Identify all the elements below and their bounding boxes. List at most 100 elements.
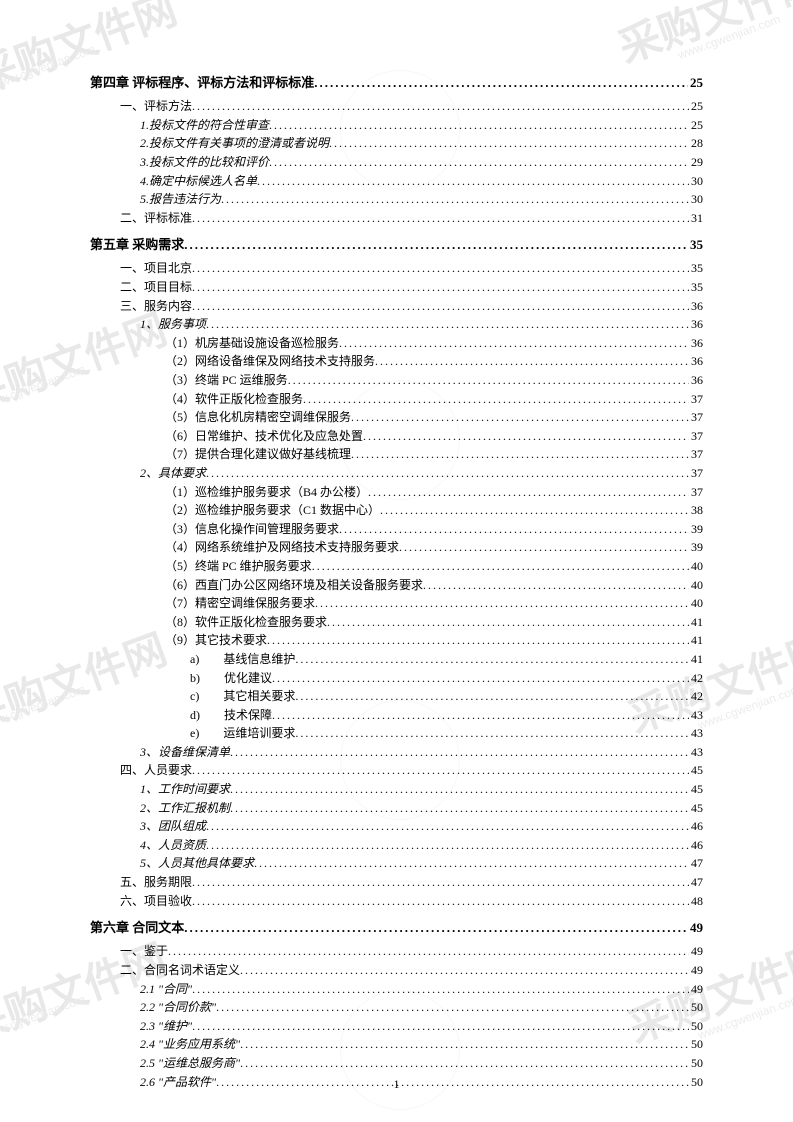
toc-line: 1、工作时间要求45 bbox=[90, 780, 703, 799]
toc-line: 2.4 "业务应用系统"50 bbox=[90, 1035, 703, 1054]
toc-page: 47 bbox=[689, 854, 703, 873]
toc-label: 五、服务期限 bbox=[120, 873, 192, 892]
toc-label: 3、团队组成 bbox=[140, 817, 206, 836]
toc-page: 40 bbox=[689, 576, 703, 595]
toc-dots bbox=[216, 1073, 689, 1092]
toc-line: 六、项目验收48 bbox=[90, 892, 703, 911]
toc-page: 45 bbox=[689, 799, 703, 818]
toc-label: 2.1 "合同" bbox=[140, 980, 192, 999]
toc-dots bbox=[339, 520, 689, 539]
toc-dots bbox=[303, 390, 689, 409]
toc-dots bbox=[423, 576, 689, 595]
toc-label: 四、人员要求 bbox=[120, 761, 192, 780]
toc-page: 45 bbox=[689, 780, 703, 799]
toc-label: 2.6 "产品软件" bbox=[140, 1073, 216, 1092]
toc-line: 一、鉴于49 bbox=[90, 942, 703, 961]
toc-label: （3）信息化操作间管理服务要求 bbox=[165, 520, 339, 539]
toc-page: 37 bbox=[689, 445, 703, 464]
toc-label: 第六章 合同文本 bbox=[90, 918, 184, 938]
toc-dots bbox=[315, 594, 689, 613]
toc-dots bbox=[221, 190, 689, 209]
toc-line: 4.确定中标候选人名单30 bbox=[90, 172, 703, 191]
toc-dots bbox=[206, 836, 689, 855]
toc-dots bbox=[272, 669, 689, 688]
toc-line: （7）精密空调维保服务要求40 bbox=[90, 594, 703, 613]
toc-dots bbox=[184, 918, 688, 938]
toc-page: 42 bbox=[689, 669, 703, 688]
toc-line: （4）软件正版化检查服务37 bbox=[90, 390, 703, 409]
toc-page: 43 bbox=[689, 743, 703, 762]
toc-line: e) 运维培训要求43 bbox=[90, 724, 703, 743]
toc-label: 3、设备维保清单 bbox=[140, 743, 230, 762]
toc-line: 第四章 评标程序、评标方法和评标标准25 bbox=[90, 73, 703, 93]
toc-line: 2.投标文件有关事项的澄清或者说明28 bbox=[90, 134, 703, 153]
toc-dots bbox=[380, 501, 689, 520]
toc-line: 2.1 "合同" 49 bbox=[90, 980, 703, 999]
toc-label: 三、服务内容 bbox=[120, 297, 192, 316]
toc-label: （9）其它技术要求 bbox=[165, 631, 267, 650]
toc-line: b) 优化建议42 bbox=[90, 669, 703, 688]
toc-dots bbox=[368, 483, 689, 502]
toc-line: 四、人员要求 45 bbox=[90, 761, 703, 780]
toc-dots bbox=[192, 980, 689, 999]
toc-page: 37 bbox=[689, 427, 703, 446]
toc-page: 37 bbox=[689, 483, 703, 502]
watermark-url: www.cgwenjian.com bbox=[696, 992, 793, 1042]
watermark-url: www.cgwenjian.com bbox=[0, 992, 87, 1042]
toc-dots bbox=[192, 892, 689, 911]
toc-line: （3）终端 PC 运维服务36 bbox=[90, 371, 703, 390]
toc-label: （1）机房基础设施设备巡检服务 bbox=[165, 334, 339, 353]
toc-dots bbox=[267, 631, 689, 650]
toc-page: 50 bbox=[689, 1054, 703, 1073]
toc-page: 39 bbox=[689, 538, 703, 557]
toc-line: 二、项目目标35 bbox=[90, 278, 703, 297]
toc-page: 35 bbox=[688, 235, 703, 255]
toc-dots bbox=[295, 687, 689, 706]
toc-page: 45 bbox=[689, 761, 703, 780]
toc-page: 49 bbox=[689, 942, 703, 961]
toc-line: 2.2 "合同价款"50 bbox=[90, 998, 703, 1017]
toc-dots bbox=[329, 134, 689, 153]
toc-label: 1.投标文件的符合性审查 bbox=[140, 116, 269, 135]
toc-line: 2.6 "产品软件"50 bbox=[90, 1073, 703, 1092]
toc-page: 38 bbox=[689, 501, 703, 520]
toc-page: 42 bbox=[689, 687, 703, 706]
toc-line: d) 技术保障43 bbox=[90, 706, 703, 725]
toc-line: 三、服务内容 36 bbox=[90, 297, 703, 316]
toc-page: 36 bbox=[689, 297, 703, 316]
toc-dots bbox=[257, 172, 689, 191]
toc-line: 一、项目北京35 bbox=[90, 259, 703, 278]
toc-line: 二、评标标准31 bbox=[90, 209, 703, 228]
toc-line: 3、团队组成46 bbox=[90, 817, 703, 836]
toc-label: 4、人员资质 bbox=[140, 836, 206, 855]
toc-line: a) 基线信息维护41 bbox=[90, 650, 703, 669]
toc-label: 二、项目目标 bbox=[120, 278, 192, 297]
toc-line: 5、人员其他具体要求47 bbox=[90, 854, 703, 873]
toc-line: 2.3 "维护"50 bbox=[90, 1017, 703, 1036]
toc-page: 49 bbox=[689, 980, 703, 999]
toc-page: 49 bbox=[689, 961, 703, 980]
toc-line: 3.投标文件的比较和评价29 bbox=[90, 153, 703, 172]
toc-label: 2、具体要求 bbox=[140, 464, 206, 483]
toc-container: 第四章 评标程序、评标方法和评标标准25一、评标方法251.投标文件的符合性审查… bbox=[90, 73, 703, 1091]
toc-page: 28 bbox=[689, 134, 703, 153]
toc-dots bbox=[351, 408, 689, 427]
toc-label: （3）终端 PC 运维服务 bbox=[165, 371, 288, 390]
toc-dots bbox=[230, 799, 689, 818]
toc-label: （5）信息化机房精密空调维保服务 bbox=[165, 408, 351, 427]
toc-label: a) 基线信息维护 bbox=[190, 650, 295, 669]
toc-label: 第四章 评标程序、评标方法和评标标准 bbox=[90, 73, 314, 93]
toc-page: 37 bbox=[689, 408, 703, 427]
toc-dots bbox=[375, 352, 689, 371]
toc-line: （5）终端 PC 维护服务要求40 bbox=[90, 557, 703, 576]
toc-page: 50 bbox=[689, 1035, 703, 1054]
toc-line: 4、人员资质46 bbox=[90, 836, 703, 855]
toc-dots bbox=[192, 97, 689, 116]
toc-label: （4）网络系统维护及网络技术支持服务要求 bbox=[165, 538, 399, 557]
toc-line: 五、服务期限47 bbox=[90, 873, 703, 892]
toc-dots bbox=[240, 1035, 689, 1054]
toc-dots bbox=[295, 650, 689, 669]
toc-dots bbox=[230, 743, 689, 762]
toc-dots bbox=[240, 1054, 689, 1073]
toc-dots bbox=[192, 761, 689, 780]
